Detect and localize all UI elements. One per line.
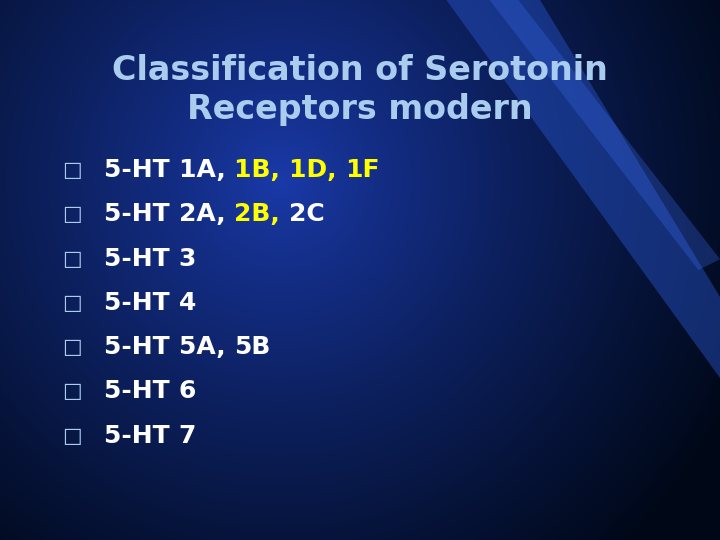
Text: 2B,: 2B, [234,202,289,226]
Text: 1B,: 1B, [234,158,289,182]
Text: 5-HT: 5-HT [104,202,179,226]
Text: 5-HT: 5-HT [104,424,179,448]
Text: 4: 4 [179,291,196,315]
Text: 5A,: 5A, [179,335,234,359]
Text: 1D,: 1D, [289,158,345,182]
Text: 7: 7 [179,424,196,448]
Text: □: □ [62,204,82,225]
Text: □: □ [62,381,82,402]
Text: 6: 6 [179,380,196,403]
Text: □: □ [62,337,82,357]
Text: □: □ [62,160,82,180]
Text: 2C: 2C [289,202,325,226]
Text: 5B: 5B [234,335,271,359]
Text: Classification of Serotonin
Receptors modern: Classification of Serotonin Receptors mo… [112,54,608,126]
Text: 5-HT: 5-HT [104,380,179,403]
Text: 1F: 1F [345,158,379,182]
Text: 1A,: 1A, [179,158,234,182]
Polygon shape [446,0,720,378]
Text: 3: 3 [179,247,196,271]
Text: 5-HT: 5-HT [104,247,179,271]
Text: 5-HT: 5-HT [104,158,179,182]
Text: 5-HT: 5-HT [104,291,179,315]
Text: □: □ [62,293,82,313]
Text: □: □ [62,426,82,446]
Text: 2A,: 2A, [179,202,234,226]
Text: 5-HT: 5-HT [104,335,179,359]
Text: □: □ [62,248,82,269]
Polygon shape [490,0,720,270]
